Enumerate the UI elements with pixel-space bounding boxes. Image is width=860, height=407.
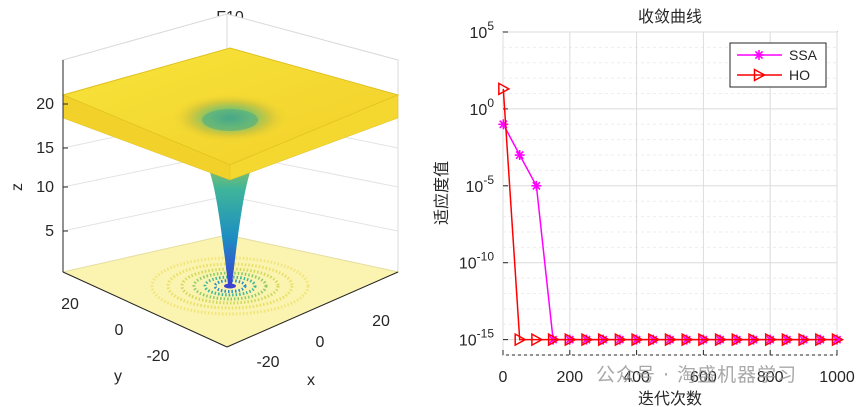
x-axis-label: x — [307, 372, 315, 389]
legend: SSA HO — [729, 42, 827, 88]
z-ticks: 5 10 15 20 — [36, 96, 68, 240]
legend-box — [729, 42, 827, 88]
marker-asterisk — [498, 119, 509, 130]
y-tick-label: 105 — [470, 19, 495, 42]
marker-asterisk — [754, 50, 764, 60]
marker-triangle — [831, 332, 845, 347]
marker-triangle — [564, 332, 577, 347]
x-tick-label: -20 — [256, 354, 279, 371]
z-tick-label: 5 — [45, 223, 54, 240]
marker-triangle — [514, 332, 527, 347]
x-tick-label: 0 — [499, 369, 508, 386]
y-axis-label: y — [114, 368, 122, 385]
marker-triangle — [597, 332, 611, 347]
x-tick-label: 20 — [372, 313, 390, 330]
z-axis-label: z — [9, 183, 26, 191]
x-tick-label: 400 — [623, 369, 650, 386]
y-ticks: -20 0 20 — [61, 296, 170, 365]
marker-triangle — [614, 332, 627, 347]
y-tick-label: 10-5 — [466, 173, 495, 196]
legend-item-ho: HO — [737, 67, 810, 83]
marker-triangle — [631, 332, 644, 347]
y-tick-label: -20 — [146, 348, 169, 365]
marker-triangle — [648, 332, 661, 347]
chart-y-label: 适应度值 — [432, 161, 451, 225]
z-tick-label: 15 — [36, 140, 54, 157]
series-group — [498, 82, 845, 347]
marker-triangle — [748, 332, 761, 347]
marker-triangle — [531, 332, 544, 347]
z-tick-label: 10 — [36, 179, 54, 196]
y-tick-label: 0 — [115, 322, 124, 339]
marker-triangle — [681, 332, 694, 347]
chart-x-label: 迭代次数 — [638, 389, 702, 407]
marker-triangle — [753, 68, 767, 82]
marker-triangle — [731, 332, 744, 347]
marker-triangle — [581, 332, 594, 347]
y-tick-label: 100 — [470, 96, 495, 119]
marker-triangle — [815, 332, 828, 347]
z-tick-label: 20 — [36, 96, 54, 113]
convergence-chart: 收敛曲线 105 100 10-5 10-10 10-15 0 200 400 600 800 1… — [432, 7, 855, 407]
marker-triangle — [698, 332, 711, 347]
surface-plot: F10 — [9, 9, 400, 389]
x-tick-label: 600 — [690, 369, 717, 386]
marker-triangle — [664, 332, 678, 347]
legend-items: SSA HO — [737, 47, 818, 83]
y-tick-label: 10-15 — [459, 327, 494, 350]
x-ticks: -20 0 20 — [256, 313, 390, 371]
marker-triangle — [798, 332, 811, 347]
x-tick-label: 1000 — [819, 369, 855, 386]
chart-title: 收敛曲线 — [638, 7, 702, 26]
x-ticks: 0 200 400 600 800 1000 — [499, 350, 855, 386]
series-ho — [498, 82, 845, 347]
marker-triangle — [781, 332, 794, 347]
marker-triangle — [498, 82, 511, 96]
marker-asterisk — [514, 150, 525, 161]
y-tick-label: 10-10 — [459, 250, 494, 273]
x-axis-line — [226, 271, 399, 348]
legend-label: HO — [789, 67, 810, 83]
legend-item-ssa: SSA — [737, 47, 818, 63]
y-axis-line — [62, 271, 228, 348]
x-tick-label: 800 — [757, 369, 784, 386]
y-ticks: 105 100 10-5 10-10 10-15 — [459, 19, 508, 350]
marker-asterisk — [531, 180, 542, 191]
x-tick-label: 200 — [556, 369, 583, 386]
marker-triangle — [547, 332, 561, 347]
watermark: 公众号 · 淘盛机器学习 — [596, 364, 798, 386]
surface-funnel — [196, 148, 264, 284]
y-tick-label: 20 — [61, 296, 79, 313]
surface-top — [61, 47, 400, 181]
legend-label: SSA — [789, 47, 818, 63]
marker-triangle — [764, 332, 778, 347]
marker-triangle — [714, 332, 728, 347]
x-tick-label: 0 — [316, 334, 325, 351]
